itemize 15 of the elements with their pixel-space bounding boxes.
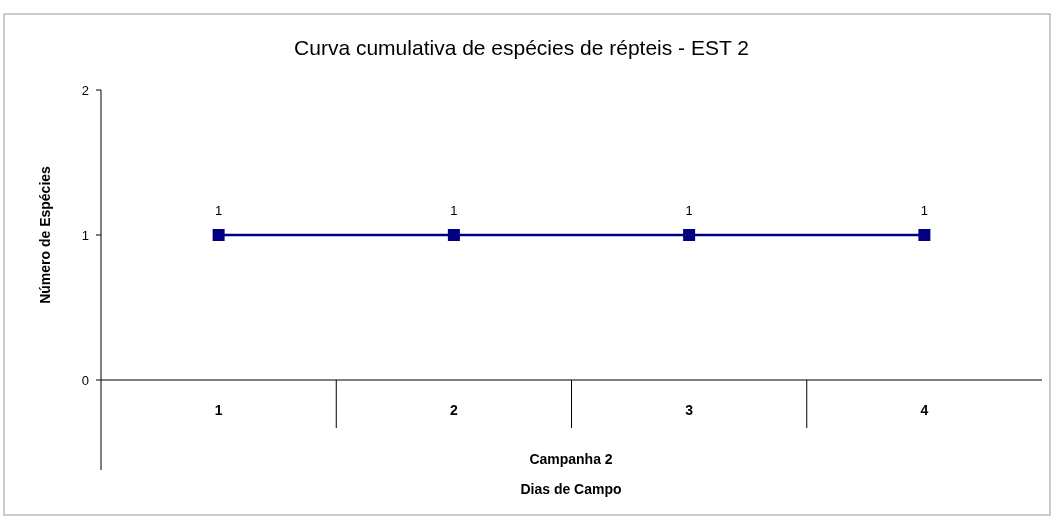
y-tick-label: 1 [81,228,89,243]
y-tick-label: 0 [81,373,89,388]
data-label: 1 [215,203,223,218]
x-tick-label: 3 [685,402,694,418]
x-tick-label: 2 [449,402,458,418]
chart-title: Curva cumulativa de espécies de répteis - EST 2 [294,36,749,59]
data-label: 1 [450,203,458,218]
y-axis-title: Número de Espécies [37,165,53,304]
data-label: 1 [685,203,693,218]
x-tick-label: 4 [920,402,929,418]
x-tick-label: 1 [214,402,223,418]
text: Campanha 2 [529,451,613,467]
x-axis-title: Dias de Campo [520,481,622,497]
y-tick-label: 2 [81,83,89,98]
data-label: 1 [920,203,928,218]
